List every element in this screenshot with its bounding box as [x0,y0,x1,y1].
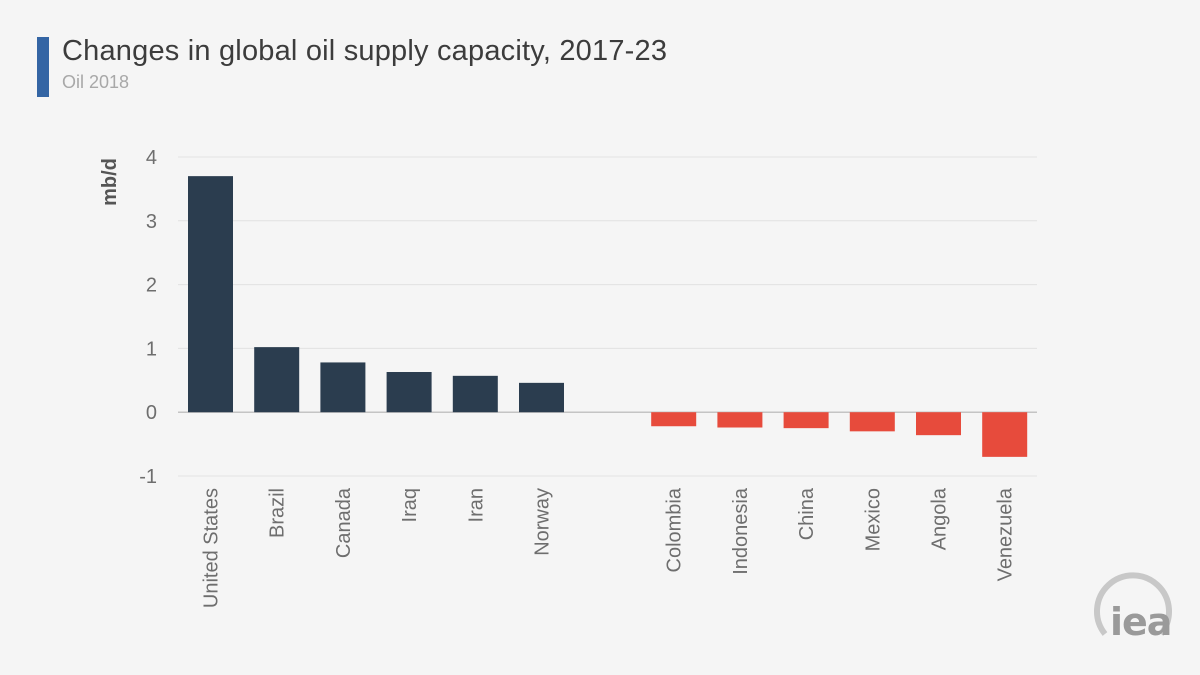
bar-mexico [849,412,895,432]
category-label: Venezuela [995,487,1017,581]
bar-china [783,412,829,429]
category-label: Mexico [862,488,884,551]
y-tick-label: 1 [146,338,157,360]
bar-brazil [254,347,300,413]
bar-iraq [386,372,432,413]
category-label: Colombia [664,487,686,572]
bar-venezuela [982,412,1028,457]
bar-united-states [188,176,233,413]
category-label: Brazil [267,488,289,538]
bar-angola [916,412,961,436]
category-label: China [796,487,818,540]
category-label: United States [201,488,223,608]
iea-logo-text: iea [1110,600,1172,644]
bar-norway [519,382,564,413]
chart-subtitle: Oil 2018 [62,72,130,92]
bar-indonesia [717,412,763,428]
bars [188,176,1028,457]
y-tick-label: -1 [139,466,157,488]
category-label: Norway [532,488,554,556]
bar-colombia [651,412,697,427]
y-axis-ticks: -1 0 1 2 3 4 [139,147,157,488]
y-tick-label: 3 [146,211,157,233]
iea-logo-icon [1094,572,1172,636]
grid-lines [178,156,1037,477]
chart-title: Changes in global oil supply capacity, 2… [62,35,668,67]
category-label: Indonesia [730,487,752,575]
y-tick-label: 2 [146,275,157,297]
category-label: Iran [465,488,487,522]
title-accent-bar [37,37,49,97]
y-tick-label: 0 [146,402,157,424]
bar-canada [320,362,366,413]
category-labels: United States Brazil Canada Iraq Iran Norway C… [201,487,1017,608]
category-label: Angola [929,487,951,550]
bar-iran [452,375,498,413]
category-label: Canada [333,487,355,558]
y-axis-label: mb/d [99,158,121,206]
y-tick-label: 4 [146,147,157,169]
category-label: Iraq [399,488,421,522]
